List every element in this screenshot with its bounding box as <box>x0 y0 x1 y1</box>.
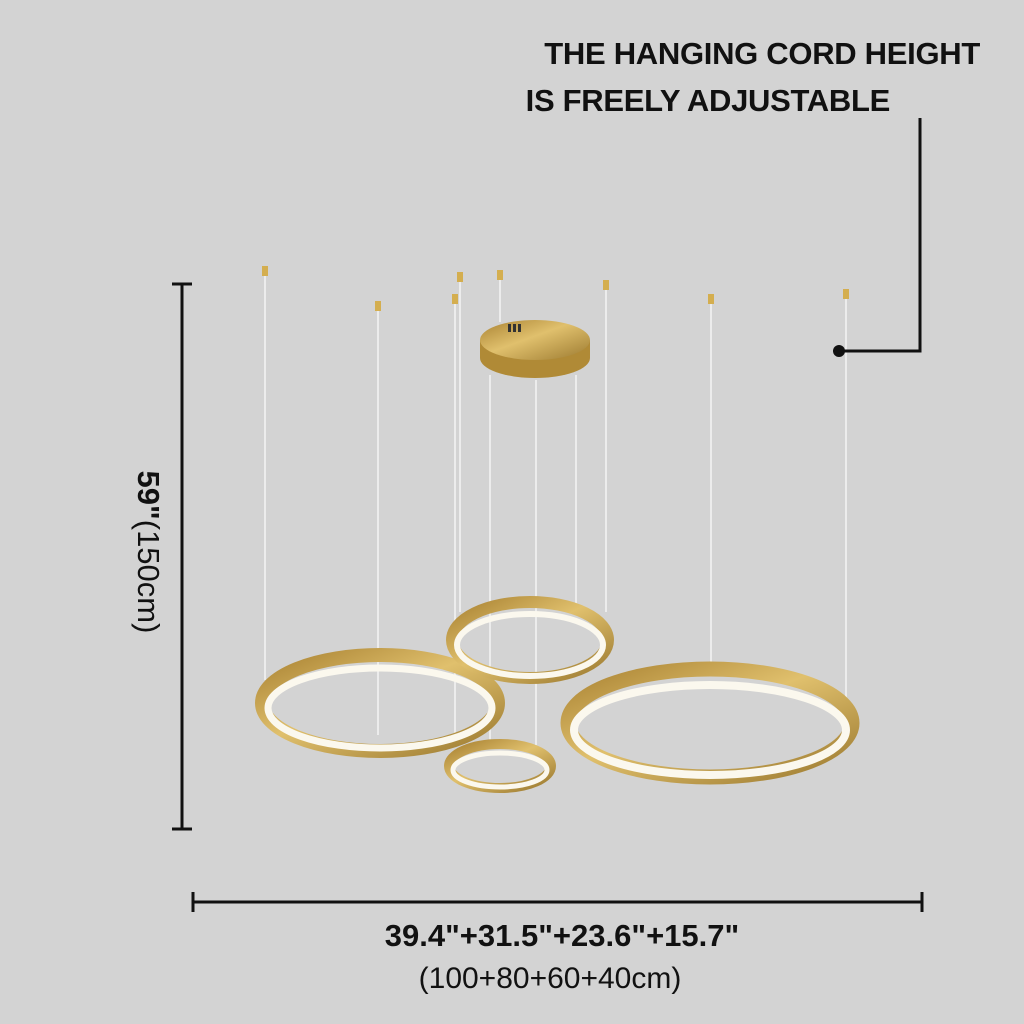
height-dimension-line <box>172 282 192 831</box>
callout-dot <box>833 345 845 357</box>
height-label: 59"(150cm) <box>130 471 166 634</box>
cord-clips <box>262 266 849 311</box>
callout-leader-line <box>840 118 922 353</box>
canopy <box>480 320 590 378</box>
height-cm: (150cm) <box>131 519 166 634</box>
ring-40cm <box>444 739 556 793</box>
width-cm: (100+80+60+40cm) <box>418 962 682 995</box>
hanging-cords <box>264 272 847 745</box>
callout-line-2: IS FREELY ADJUSTABLE <box>525 83 891 118</box>
width-dimension-line <box>191 892 924 912</box>
ring-60cm <box>446 596 614 684</box>
callout-line-1: THE HANGING CORD HEIGHT <box>544 36 980 71</box>
ring-80cm <box>560 661 860 785</box>
ring-100cm <box>255 648 505 758</box>
cord-height-callout: THE HANGING CORD HEIGHT IS FREELY ADJUST… <box>525 30 981 124</box>
height-inches: 59" <box>131 470 166 520</box>
width-inches: 39.4"+31.5"+23.6"+15.7" <box>384 918 740 953</box>
